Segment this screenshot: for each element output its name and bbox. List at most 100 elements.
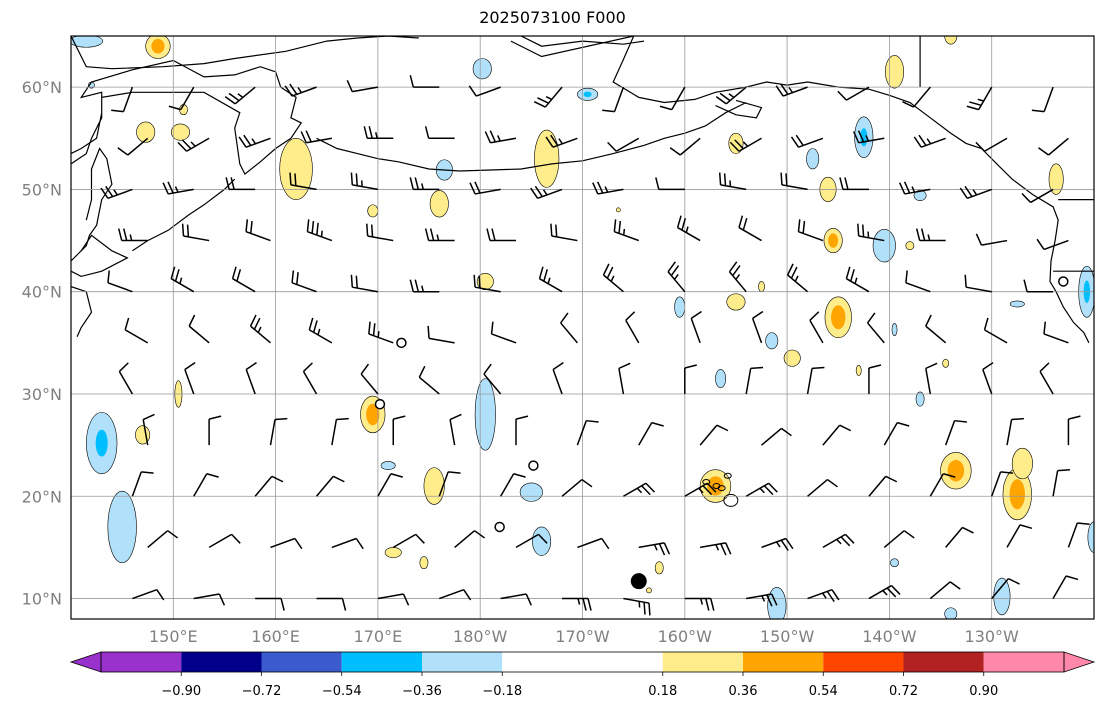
wind-barb-4-5: [409, 279, 440, 293]
barb-half-flag: [742, 141, 749, 147]
wind-barb-9-10: [761, 537, 794, 551]
barb-flag: [311, 220, 315, 234]
barb-flag: [308, 317, 314, 331]
barb-staff: [929, 473, 944, 497]
positive-contour-29: [944, 36, 958, 45]
barb-flag: [274, 417, 288, 421]
colorbar-tick-label-5: 0.18: [648, 684, 677, 699]
positive-contour-14: [654, 561, 664, 575]
barb-flag: [866, 312, 876, 324]
barb-staff: [449, 419, 456, 446]
barb-flag: [224, 95, 236, 105]
barb-half-flag: [317, 328, 321, 336]
wind-barb-1-11: [790, 134, 824, 148]
barb-half-flag: [558, 138, 563, 145]
barb-half-flag: [622, 228, 626, 236]
storm-marker-open-5: [1058, 276, 1069, 287]
wind-barb-10-15: [1052, 575, 1079, 599]
lon-label-4: 170°W: [555, 627, 610, 646]
barb-staff: [1039, 371, 1054, 395]
barb-flag: [552, 362, 564, 371]
wind-barb-5-11: [809, 311, 824, 344]
barb-flag: [902, 100, 914, 108]
barb-flag: [162, 182, 169, 195]
wind-barbs: [100, 74, 1090, 616]
wind-barb-10-1: [193, 593, 226, 606]
barb-staff: [315, 475, 334, 497]
storm-marker-open-3: [374, 398, 386, 410]
barb-flag: [729, 141, 740, 152]
positive-core-8: [366, 403, 380, 426]
wind-barb-1-6: [484, 130, 517, 144]
wind-barb-0-1: [168, 86, 195, 111]
barb-half-flag: [788, 87, 794, 94]
barb-half-flag: [545, 96, 553, 101]
barb-staff: [638, 422, 653, 446]
barb-staff: [1006, 419, 1013, 446]
barb-staff: [576, 420, 587, 446]
barb-flag: [641, 485, 651, 496]
wind-barb-7-8: [638, 421, 664, 446]
barb-flag: [845, 266, 851, 279]
wind-barb-6-4: [360, 363, 379, 395]
barb-flag: [844, 533, 855, 544]
wind-barb-7-12: [883, 421, 910, 446]
colorbar-segment-7: [743, 652, 824, 672]
barb-flag: [167, 530, 179, 539]
wind-barb-7-14: [1006, 417, 1024, 446]
barb-staff: [552, 369, 563, 395]
negative-contour-13: [806, 148, 820, 170]
barb-flag: [844, 177, 849, 190]
barb-flag: [107, 270, 110, 283]
barb-flag: [676, 215, 682, 228]
barb-staff: [561, 478, 583, 497]
wind-barb-4-2: [231, 266, 256, 293]
colorbar-segment-2: [261, 652, 342, 672]
barb-flag: [336, 417, 349, 421]
barb-staff: [679, 137, 701, 156]
wind-barb-9-14: [1006, 524, 1033, 548]
barb-staff: [331, 537, 357, 549]
barb-flag: [515, 415, 529, 420]
barb-staff: [439, 588, 464, 600]
wind-barb-6-3: [302, 362, 318, 395]
wind-barb-3-2: [245, 219, 271, 242]
wind-barb-3-13: [915, 228, 946, 242]
wind-barb-2-2: [225, 177, 256, 191]
lon-label-5: 160°W: [658, 627, 713, 646]
barb-flag: [983, 317, 989, 331]
negative-contour-1: [472, 58, 492, 80]
wind-barb-2-13: [898, 181, 931, 195]
barb-flag: [225, 177, 230, 190]
barb-half-flag: [377, 331, 380, 338]
barb-staff: [142, 419, 149, 446]
barb-flag: [117, 228, 123, 241]
wind-barb-10-13: [929, 581, 961, 600]
barb-staff: [866, 322, 885, 344]
barb-flag: [781, 427, 792, 437]
barb-flag: [424, 228, 430, 241]
barb-flag: [618, 220, 622, 234]
barb-staff: [822, 424, 841, 446]
wind-barb-6-14: [982, 362, 994, 395]
wind-barb-2-12: [839, 177, 869, 191]
positive-contour-7: [615, 207, 621, 213]
positive-contour-27: [1011, 447, 1033, 480]
barb-half-flag: [759, 487, 765, 494]
wind-barb-1-10: [729, 137, 762, 152]
barb-staff: [846, 86, 870, 101]
lon-label-7: 140°W: [862, 627, 917, 646]
wind-barb-3-10: [738, 215, 762, 242]
wind-barb-10-4: [377, 593, 410, 606]
barb-flag: [720, 543, 727, 556]
barb-flag: [231, 533, 241, 544]
barb-flag: [582, 598, 587, 611]
barb-flag: [943, 473, 956, 478]
barb-flag: [667, 261, 676, 273]
barb-flag: [592, 182, 599, 195]
barb-flag: [771, 593, 778, 606]
barb-half-flag: [421, 285, 425, 292]
barb-half-flag: [927, 234, 931, 241]
wind-barb-6-8: [618, 362, 631, 395]
wind-barb-6-10: [745, 366, 764, 395]
